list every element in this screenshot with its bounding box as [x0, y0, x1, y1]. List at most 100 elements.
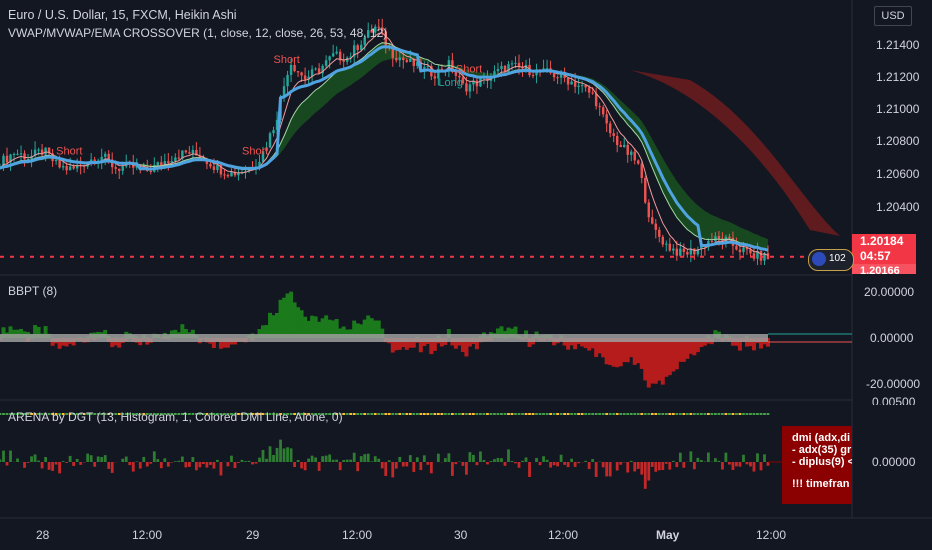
candle-body: [230, 172, 233, 177]
arena-dmi-dot: [223, 413, 226, 415]
candle-body: [314, 68, 317, 70]
alert-badge[interactable]: 102: [808, 249, 854, 271]
arena-dmi-dot: [65, 413, 69, 415]
candle-body: [170, 161, 174, 163]
candle-body: [54, 159, 58, 162]
candle-body: [409, 58, 412, 62]
arena-dmi-dot: [731, 413, 735, 415]
arena-dmi-dot: [366, 413, 370, 415]
candle-body: [742, 247, 745, 253]
candle-body: [216, 164, 219, 170]
bbpt-tick: 0.00000: [870, 331, 914, 345]
arena-dmi-dot: [640, 413, 644, 415]
arena-dmi-dot: [268, 413, 272, 415]
candle-body: [61, 166, 65, 168]
arena-dmi-dot: [443, 413, 447, 415]
candle-body: [5, 155, 9, 163]
arena-dmi-dot: [173, 413, 177, 415]
candle-body: [370, 30, 373, 33]
candle-body: [68, 166, 72, 171]
candle-body: [566, 77, 570, 85]
candle-body: [745, 247, 749, 250]
arena-dmi-dot: [650, 413, 654, 415]
arena-dmi-dot: [626, 413, 630, 415]
arena-dmi-dot: [282, 413, 286, 415]
candle-body: [717, 236, 721, 239]
candle-body: [472, 80, 475, 85]
candle-body: [19, 153, 23, 155]
arena-dmi-dot: [103, 413, 107, 415]
arena-dmi-dot: [742, 413, 745, 415]
candle-body: [177, 157, 181, 159]
arena-dmi-dot: [244, 413, 247, 415]
price-tick: 1.20600: [876, 167, 920, 181]
arena-dmi-dot: [342, 413, 346, 415]
arena-dmi-dot: [394, 413, 398, 415]
candle-body: [644, 178, 647, 203]
candle-body: [559, 72, 563, 78]
candle-body: [100, 156, 103, 161]
candle-body: [377, 26, 380, 28]
candle-body: [608, 123, 612, 134]
candle-body: [58, 159, 61, 168]
candle-body: [219, 164, 223, 175]
arena-dmi-dot: [584, 413, 588, 415]
arena-dmi-dot: [40, 413, 44, 415]
candle-body: [521, 66, 524, 69]
arena-dmi-dot: [265, 413, 268, 415]
signal-label: Short: [456, 63, 482, 75]
candle-body: [461, 77, 465, 84]
candle-body: [286, 74, 289, 87]
arena-dmi-dot: [240, 413, 244, 415]
arena-dmi-dot: [426, 413, 430, 415]
arena-dmi-dot: [317, 413, 321, 415]
candle-body: [103, 153, 107, 157]
candle-body: [665, 243, 668, 245]
arena-dmi-dot: [391, 413, 395, 415]
bar-countdown: 04:57: [860, 249, 891, 263]
symbol-title: Euro / U.S. Dollar, 15, FXCM, Heikin Ash…: [8, 8, 237, 22]
ema-cloud: [0, 42, 768, 252]
arena-dmi-dot: [412, 413, 416, 415]
arena-dmi-dot: [433, 413, 437, 415]
arena-dmi-dot: [647, 413, 651, 415]
arena-dmi-dot: [82, 413, 86, 415]
arena-dmi-dot: [226, 413, 230, 415]
arena-dmi-dot: [289, 413, 293, 415]
arena-dmi-dot: [58, 413, 62, 415]
candle-body: [612, 133, 615, 136]
arena-dmi-dot: [0, 413, 2, 415]
candle-body: [149, 170, 153, 172]
arena-dmi-dot: [384, 413, 388, 415]
price-tick: 1.21000: [876, 102, 920, 116]
candle-body: [33, 149, 37, 156]
arena-dmi-dot: [756, 413, 759, 415]
arena-dmi-dot: [177, 413, 181, 415]
candle-body: [675, 248, 679, 256]
candle-body: [233, 172, 237, 176]
arena-dmi-dot: [300, 413, 303, 415]
candle-body: [135, 165, 138, 168]
candle-body: [728, 236, 731, 238]
candle-body: [658, 229, 661, 237]
arena-dmi-dot: [30, 413, 33, 415]
arena-dmi-dot: [363, 413, 367, 415]
arena-dmi-dot: [184, 413, 188, 415]
candle-body: [426, 65, 430, 67]
candle-body: [672, 248, 675, 251]
arena-dmi-dot: [142, 413, 146, 415]
arena-dmi-dot: [689, 413, 693, 415]
arena-dmi-dot: [685, 413, 689, 415]
arena-dmi-dot: [100, 413, 104, 415]
arena-dmi-dot: [398, 413, 402, 415]
dmi-line: dmi (adx,di: [792, 432, 851, 444]
arena-dmi-dot: [321, 413, 325, 415]
currency-button[interactable]: USD: [874, 6, 912, 26]
candle-body: [26, 158, 30, 160]
candle-body: [156, 162, 160, 165]
candle-body: [580, 85, 584, 87]
arena-dmi-dot: [335, 413, 339, 415]
candle-body: [118, 168, 121, 171]
arena-dmi-dot: [717, 413, 721, 415]
